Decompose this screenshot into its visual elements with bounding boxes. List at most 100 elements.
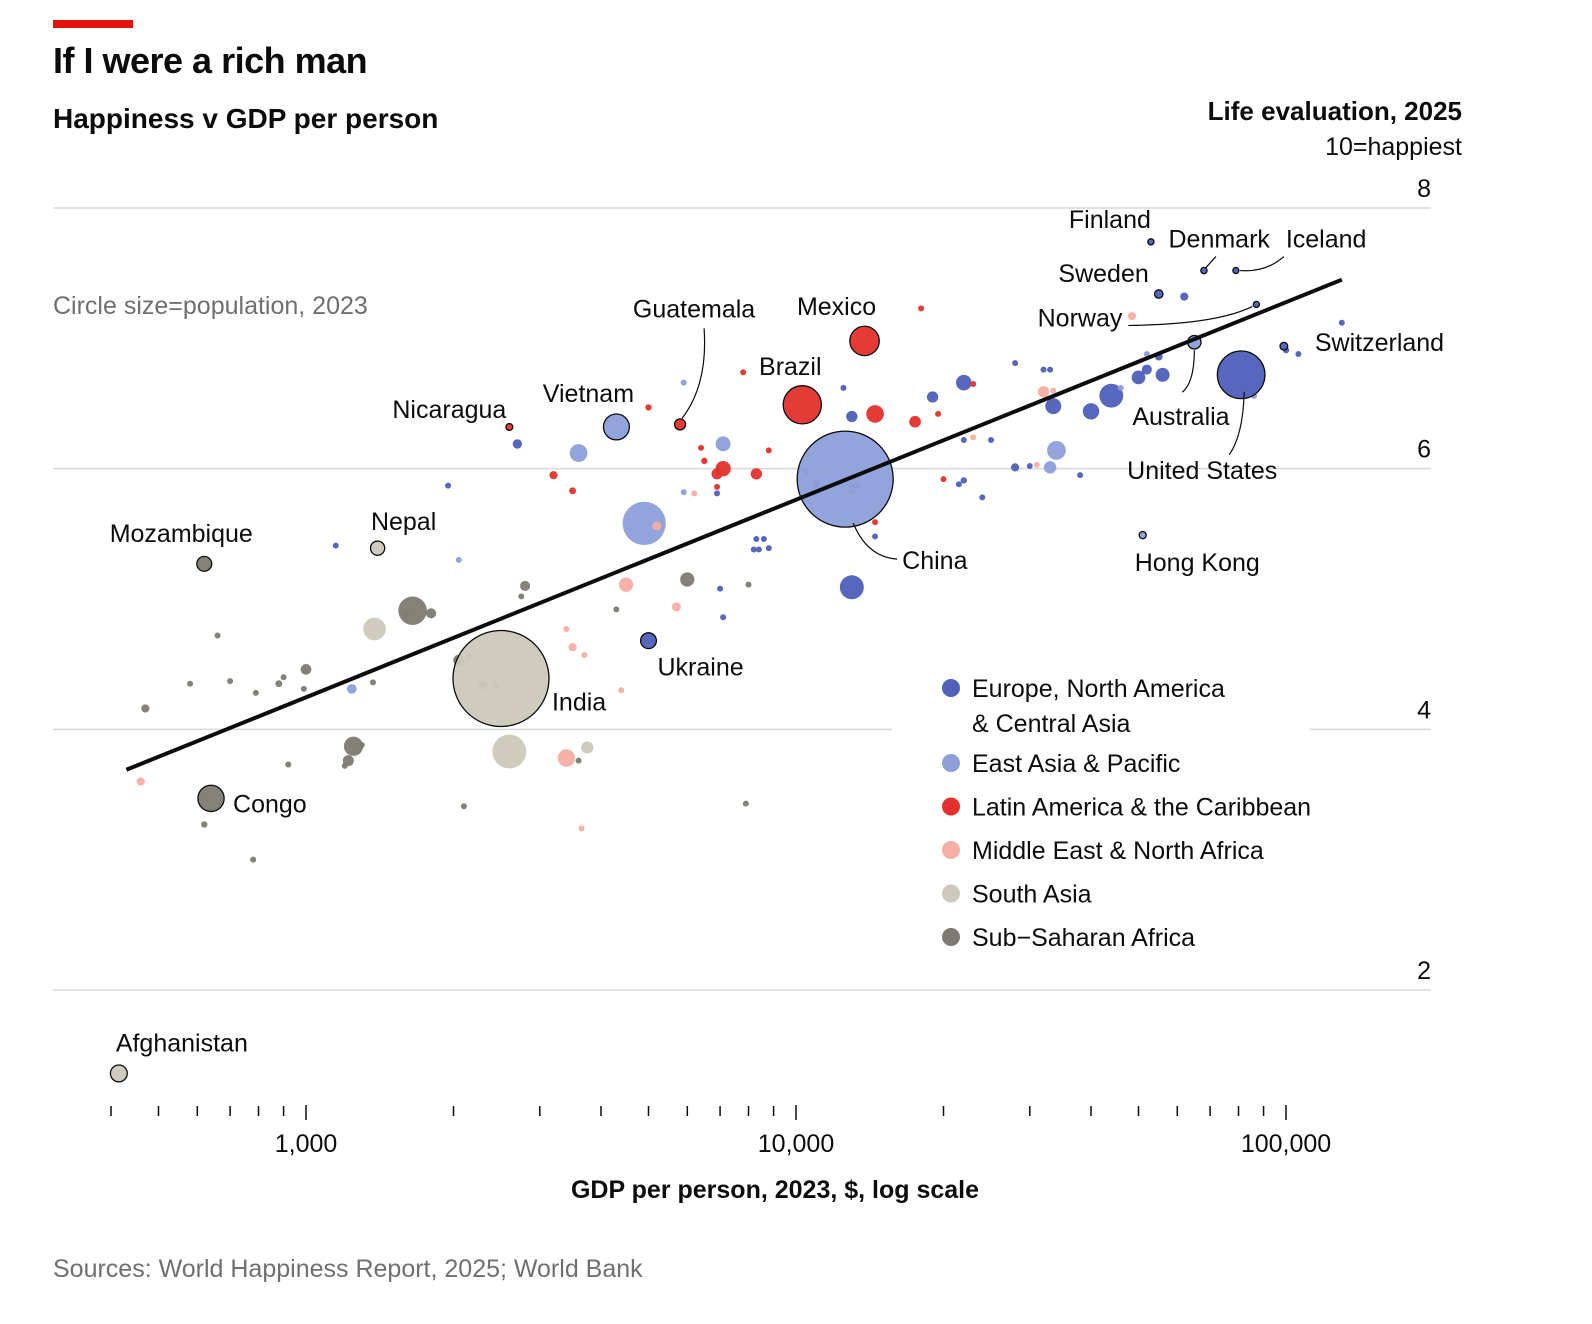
data-point — [740, 369, 747, 376]
trend-line-group — [125, 277, 1343, 772]
data-point — [575, 757, 582, 764]
data-point — [613, 606, 620, 613]
data-point — [445, 482, 452, 489]
data-point — [742, 800, 749, 807]
label-india: India — [552, 689, 606, 717]
data-point — [935, 410, 942, 417]
data-point — [918, 305, 925, 312]
data-point — [1040, 366, 1047, 373]
point-finland — [1147, 238, 1155, 246]
data-point — [866, 405, 884, 423]
data-point — [1338, 319, 1345, 326]
data-point — [872, 519, 879, 526]
data-point — [1131, 370, 1146, 385]
data-point — [492, 734, 527, 769]
trend-line — [125, 277, 1343, 772]
y-tick-labels: 2 4 6 8 — [1417, 175, 1431, 985]
data-point — [569, 487, 577, 495]
label-china: China — [902, 547, 967, 575]
legend-swatch — [942, 754, 960, 772]
point-iceland — [1232, 266, 1240, 275]
y-axis-title: Life evaluation, 2025 — [1207, 96, 1462, 126]
data-point — [1082, 403, 1100, 420]
label-congo: Congo — [233, 790, 307, 818]
data-point — [1077, 472, 1084, 479]
data-point — [680, 572, 695, 587]
legend-label: Sub−Saharan Africa — [972, 924, 1195, 952]
data-point — [581, 741, 594, 754]
data-point — [581, 652, 588, 659]
chart-subtitle: Happiness v GDP per person — [53, 103, 439, 134]
data-point — [691, 490, 698, 497]
data-point — [645, 404, 652, 411]
data-point — [1180, 292, 1189, 301]
data-point — [300, 685, 307, 692]
data-point — [512, 439, 523, 449]
data-point — [714, 483, 721, 490]
country-labels: India China United States Brazil Mexico Congo… — [110, 206, 1444, 1058]
data-point — [765, 545, 772, 552]
data-point — [714, 490, 721, 497]
data-point — [1127, 312, 1137, 321]
data-point — [563, 625, 570, 632]
data-point — [1155, 367, 1170, 382]
data-point — [970, 434, 977, 441]
y-tick-label: 6 — [1417, 436, 1431, 464]
data-point — [960, 477, 967, 484]
data-point — [460, 803, 467, 810]
data-point — [346, 684, 357, 694]
data-point — [1295, 350, 1302, 357]
data-point — [568, 643, 577, 652]
callout-denmark — [1205, 256, 1217, 268]
data-point — [280, 674, 287, 681]
point-india — [452, 629, 550, 728]
data-point — [701, 457, 708, 465]
data-point — [1026, 463, 1033, 470]
data-point — [214, 632, 221, 639]
data-point — [369, 679, 376, 686]
data-point — [711, 468, 723, 480]
source-note: Sources: World Happiness Report, 2025; W… — [53, 1255, 643, 1283]
data-point — [671, 602, 681, 612]
data-point — [250, 856, 257, 863]
x-tick-label: 100,000 — [1241, 1130, 1331, 1158]
data-point — [1047, 366, 1054, 373]
legend-swatch — [942, 841, 960, 859]
legend-label: South Asia — [972, 881, 1092, 909]
data-point — [1117, 384, 1124, 391]
data-point — [698, 444, 705, 451]
data-point — [720, 614, 727, 621]
data-point — [680, 379, 687, 386]
legend-label: Latin America & the Caribbean — [972, 794, 1311, 822]
data-point — [1012, 360, 1019, 367]
data-point — [1143, 350, 1150, 357]
data-point — [518, 593, 525, 600]
data-point — [622, 501, 666, 546]
label-norway: Norway — [1038, 304, 1123, 332]
label-finland: Finland — [1069, 206, 1151, 234]
data-point — [750, 468, 763, 480]
data-point — [358, 741, 365, 748]
y-tick-label: 2 — [1417, 957, 1431, 985]
label-united-states: United States — [1127, 457, 1277, 485]
data-point — [760, 536, 767, 543]
point-denmark — [1200, 266, 1208, 275]
data-point — [753, 536, 760, 543]
data-point — [1099, 383, 1124, 408]
legend-label: Middle East & North Africa — [972, 837, 1264, 865]
data-point — [403, 611, 410, 618]
data-point — [840, 384, 847, 391]
point-afghanistan — [109, 1064, 128, 1083]
legend-swatch — [942, 884, 960, 903]
point-nepal — [369, 540, 386, 556]
legend-label-cont: & Central Asia — [972, 710, 1131, 738]
gridlines — [53, 207, 1431, 991]
label-nicaragua: Nicaragua — [392, 396, 506, 424]
callout-iceland — [1239, 256, 1285, 272]
data-point — [839, 575, 864, 600]
data-point — [227, 678, 234, 685]
callout-norway — [1128, 305, 1253, 327]
data-point — [569, 444, 588, 462]
legend: Europe, North America & Central Asia East … — [942, 675, 1311, 952]
